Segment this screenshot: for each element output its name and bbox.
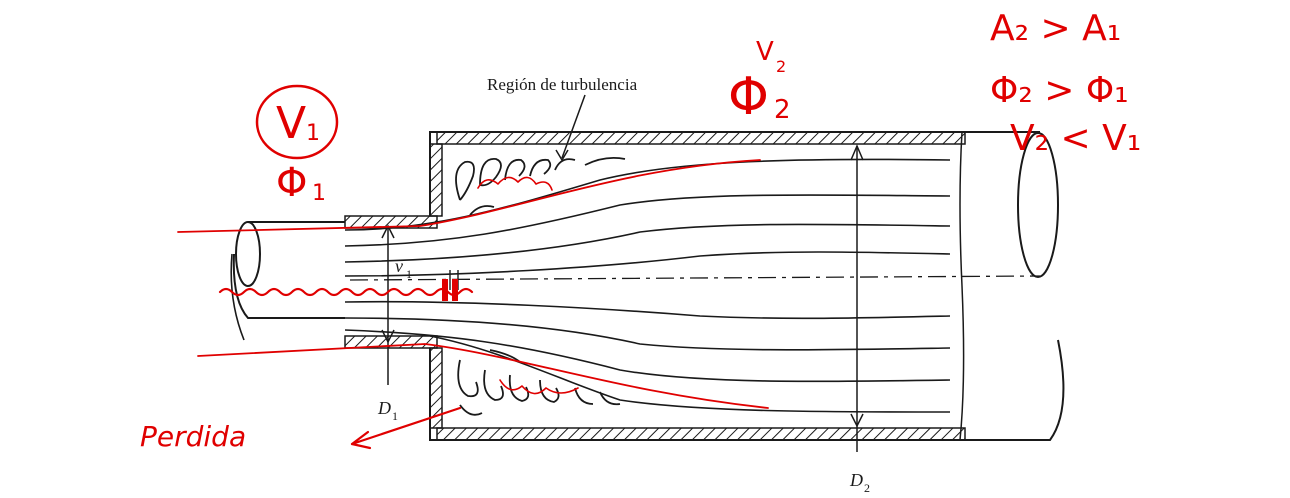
loss-arrow <box>350 406 462 446</box>
phi1-annotation-sub: 1 <box>312 181 326 206</box>
loss-arrowhead <box>350 430 372 450</box>
bottom-eddy-scribble <box>499 379 579 395</box>
d1-subscript: 1 <box>392 409 398 423</box>
red-annotations: V 1 Φ 1 V 2 Φ 2 A₂ > A₁ Φ₂ > Φ₁ V₂ < V₁ … <box>140 8 1141 453</box>
outlet-pipe <box>429 131 1065 441</box>
red-mark-2 <box>452 279 458 301</box>
d1-dimension <box>381 224 395 385</box>
inlet-pipe <box>230 215 438 349</box>
top-eddy-scribble <box>477 176 553 191</box>
v1-annotation: V <box>276 98 306 149</box>
v1-subscript: 1 <box>406 267 412 281</box>
turbulence-eddies-bottom <box>457 349 621 416</box>
phi2-superscript-sub: 2 <box>776 57 786 76</box>
v1-symbol: v <box>395 256 403 276</box>
turbulence-pointer <box>561 94 586 159</box>
d2-label: D 2 <box>849 470 870 495</box>
area-relation: A₂ > A₁ <box>990 8 1121 49</box>
velocity-relation: V₂ < V₁ <box>1010 118 1141 159</box>
d2-symbol: D <box>849 470 863 490</box>
wavy-center-line <box>218 287 474 297</box>
phi2-superscript: V <box>756 37 774 67</box>
upper-jet-line <box>177 159 761 233</box>
d1-symbol: D <box>377 398 391 418</box>
v1-label: v 1 <box>395 256 412 281</box>
v1-circle <box>255 84 339 160</box>
streamlines <box>344 158 951 413</box>
loss-annotation: Perdida <box>140 420 246 453</box>
phi2-annotation-sub: 2 <box>774 95 791 125</box>
d2-dimension <box>850 144 864 452</box>
phi2-annotation: Φ <box>728 67 769 127</box>
turbulence-eddies-top <box>455 156 626 216</box>
lower-jet-line <box>197 343 769 409</box>
centerline <box>349 275 1041 281</box>
d1-label: D 1 <box>377 398 398 423</box>
phi1-annotation: Φ <box>276 160 307 206</box>
pipe-drawing <box>230 94 1065 452</box>
v1-annotation-sub: 1 <box>306 121 320 146</box>
red-mark-1 <box>442 279 448 301</box>
turbulence-label: Región de turbulencia <box>487 75 638 94</box>
d2-subscript: 2 <box>864 481 870 495</box>
phi-relation: Φ₂ > Φ₁ <box>990 70 1129 111</box>
